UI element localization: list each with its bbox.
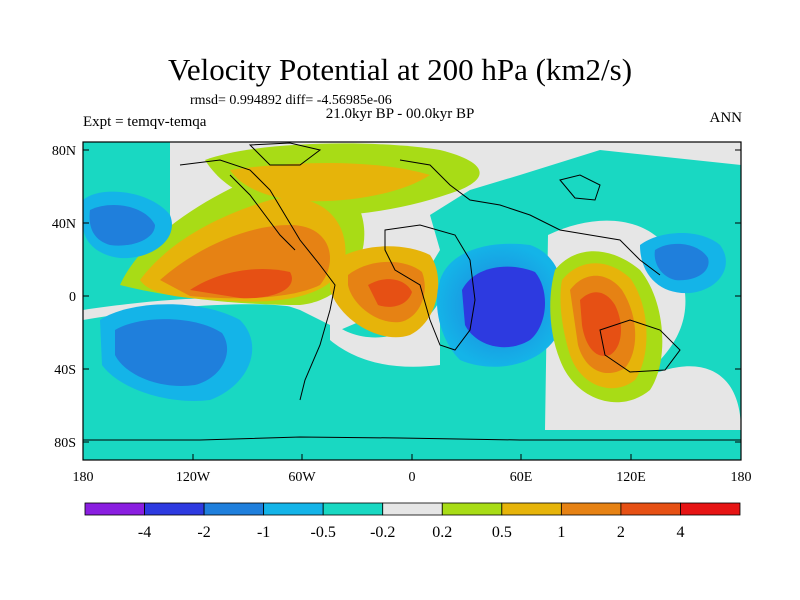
colorbar-label: 1: [557, 524, 565, 541]
map-title: Velocity Potential at 200 hPa (km2/s): [167, 52, 633, 87]
colorbar-label: 0.5: [492, 524, 512, 541]
colorbar-swatch: [322, 502, 384, 516]
coastlines: [83, 142, 741, 441]
rmsd-diff-stats: rmsd= 0.994892 diff= -4.56985e-06: [190, 93, 392, 108]
colorbar-swatch: [203, 502, 265, 516]
lat-label: 0: [69, 290, 76, 305]
colorbar-swatch: [382, 502, 443, 516]
colorbar-swatch: [441, 502, 503, 516]
colorbar-swatch: [680, 502, 741, 516]
axis-ticks: [83, 149, 741, 460]
lat-label: 80N: [52, 144, 76, 159]
longitude-labels: 180 120W 60W 0 60E 120E 180: [73, 470, 752, 485]
colorbar-swatch: [263, 502, 324, 516]
colorbar-swatch: [560, 502, 622, 516]
latitude-labels: 80N 40N 0 40S 80S: [52, 144, 76, 451]
colorbar-label: -0.2: [370, 524, 395, 541]
contour-field: [83, 142, 741, 460]
time-period: 21.0kyr BP - 00.0kyr BP: [325, 106, 475, 122]
lon-label: 0: [409, 470, 416, 485]
experiment-label: Expt = temqv-temqa: [83, 114, 207, 130]
lon-label: 180: [73, 470, 94, 485]
colorbar-label: 4: [676, 524, 684, 541]
lon-label: 120W: [176, 470, 211, 485]
colorbar-swatch: [144, 502, 205, 516]
season-label: ANN: [709, 110, 743, 126]
colorbar-swatch: [84, 502, 145, 516]
lon-label: 180: [731, 470, 752, 485]
lat-label: 40S: [54, 363, 76, 378]
lat-label: 40N: [52, 217, 76, 232]
lon-label: 60W: [288, 470, 316, 485]
lon-label: 120E: [616, 470, 646, 485]
lon-label: 60E: [510, 470, 533, 485]
colorbar-label: -1: [257, 524, 270, 541]
lat-label: 80S: [54, 436, 76, 451]
colorbar-swatch: [501, 502, 562, 516]
colorbar-swatch: [620, 502, 681, 516]
colorbar-label: 2: [617, 524, 625, 541]
colorbar: -4 -2 -1 -0.5 -0.2 0.2 0.5 1 2 4: [84, 502, 741, 541]
colorbar-label: 0.2: [432, 524, 452, 541]
colorbar-label: -4: [138, 524, 151, 541]
colorbar-label: -2: [197, 524, 210, 541]
colorbar-label: -0.5: [311, 524, 336, 541]
